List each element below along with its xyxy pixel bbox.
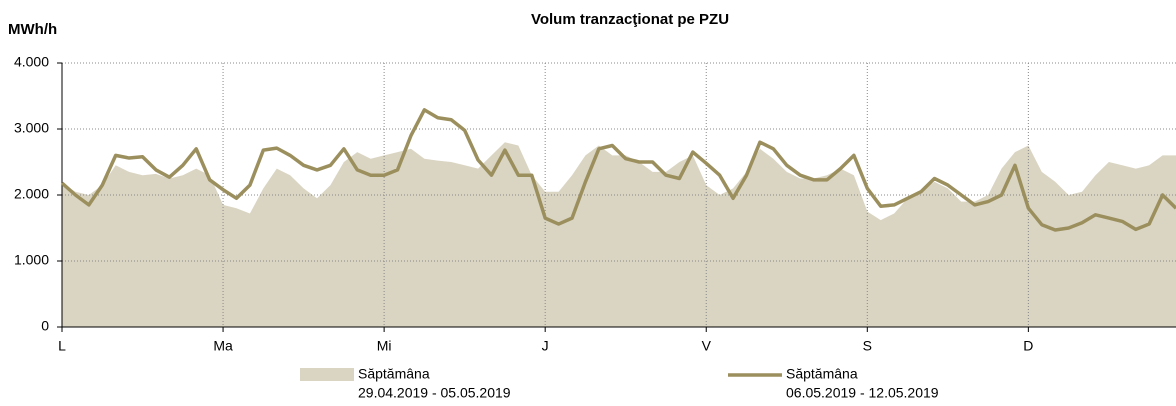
x-tick-label: L xyxy=(58,338,66,354)
x-tick-label: J xyxy=(542,338,549,354)
y-tick-label: 3.000 xyxy=(14,120,49,136)
chart-title: Volum tranzacţionat pe PZU xyxy=(531,11,729,28)
y-tick-label: 0 xyxy=(41,318,49,334)
y-tick-label: 2.000 xyxy=(14,186,49,202)
x-tick-label: V xyxy=(702,338,712,354)
y-tick-label: 4.000 xyxy=(14,54,49,70)
legend-label: Săptămâna xyxy=(786,366,858,382)
y-axis-label: MWh/h xyxy=(8,21,57,38)
y-tick-label: 1.000 xyxy=(14,252,49,268)
legend-period: 29.04.2019 - 05.05.2019 xyxy=(358,385,511,401)
x-tick-label: Ma xyxy=(213,338,233,354)
x-tick-label: S xyxy=(863,338,872,354)
legend-label: Săptămâna xyxy=(358,366,430,382)
legend-period: 06.05.2019 - 12.05.2019 xyxy=(786,385,939,401)
line xyxy=(60,108,1176,232)
legend-swatch xyxy=(300,368,354,381)
area xyxy=(62,142,1176,327)
x-tick-label: D xyxy=(1023,338,1033,354)
x-tick-label: Mi xyxy=(377,338,392,354)
